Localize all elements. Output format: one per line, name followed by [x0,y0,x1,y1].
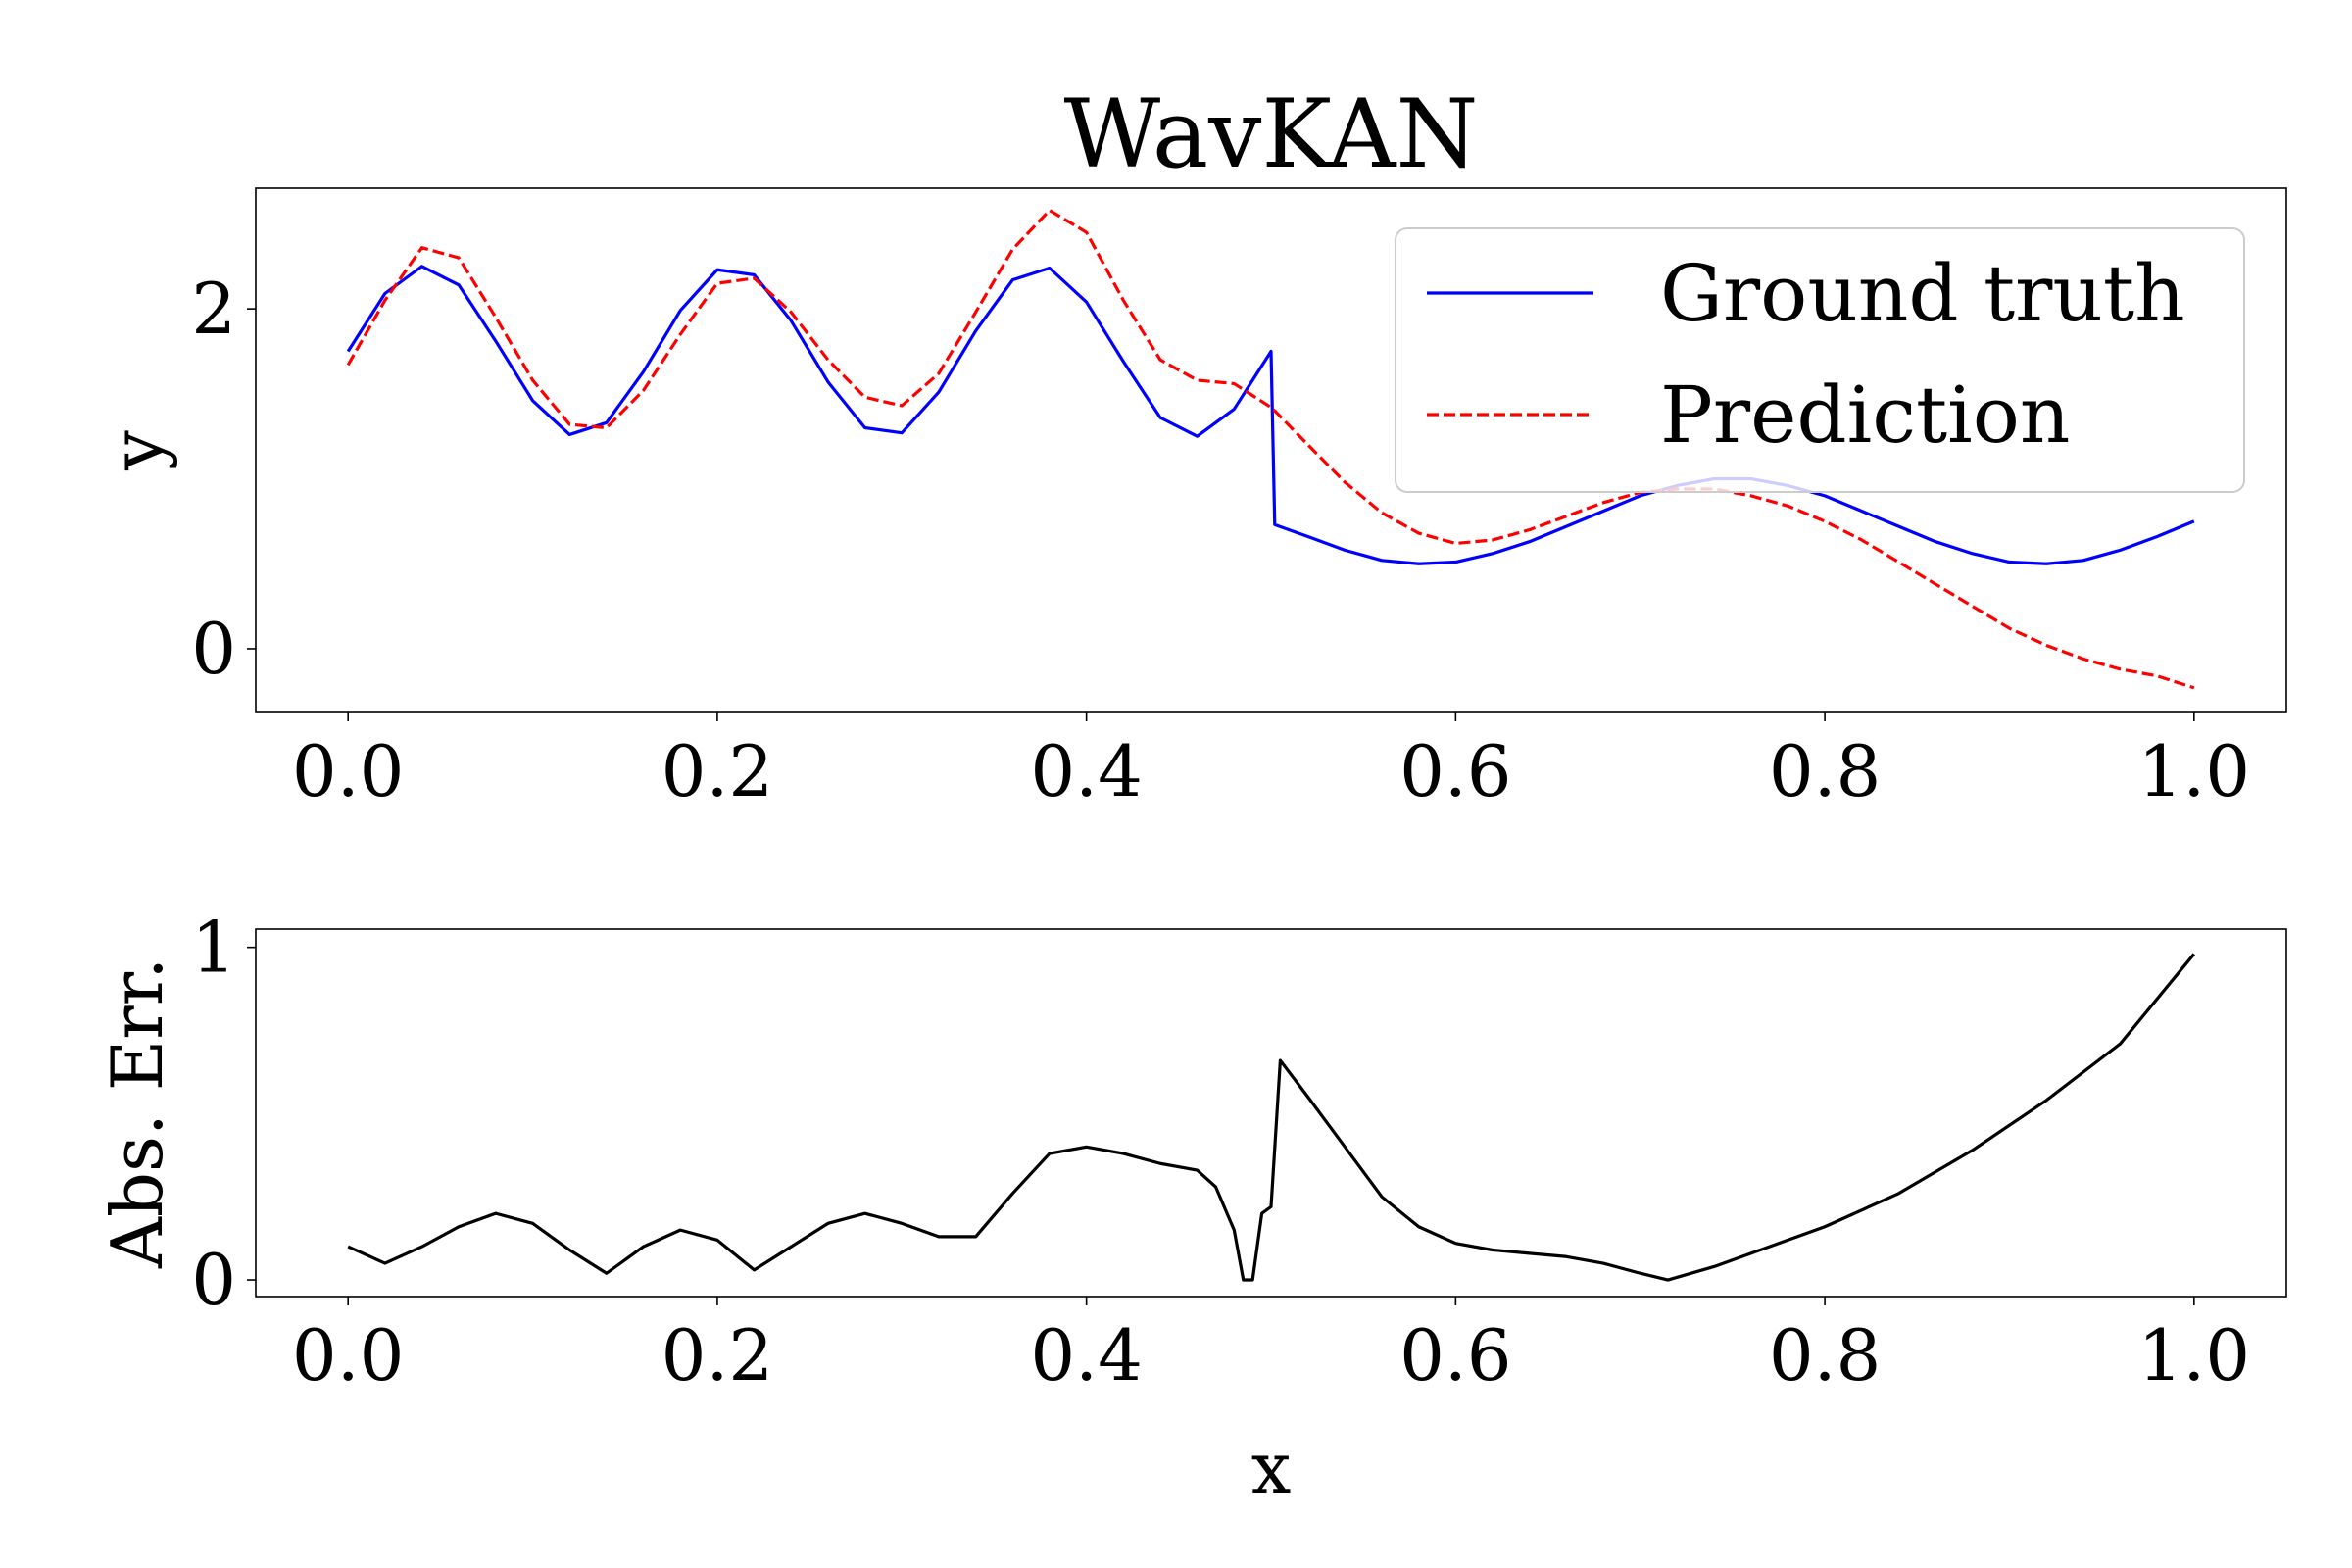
x-tick-label: 0.4 [1030,1314,1143,1396]
x-tick-label: 0.8 [1769,730,1882,812]
y-tick-label: 1 [191,906,236,989]
x-tick-label: 0.8 [1769,1314,1882,1396]
x-axis-label: x [1251,1427,1292,1509]
y-tick-label: 0 [191,1239,236,1321]
y-tick-label: 0 [191,608,236,690]
y-axis-label: y [96,430,178,471]
x-tick-label: 0.6 [1399,1314,1512,1396]
x-tick-label: 0.2 [662,1314,774,1396]
axes-frame [255,187,2287,713]
x-tick-label: 0.6 [1399,730,1512,812]
data-line [346,265,2195,565]
y-axis-label: Abs. Err. [96,957,178,1269]
legend-label: Ground truth [1660,248,2185,339]
x-tick-label: 1.0 [2138,730,2251,812]
data-line [346,208,2195,690]
legend-box [1395,227,2245,493]
y-tick-label: 2 [191,268,236,350]
x-tick-label: 0.2 [662,730,774,812]
x-tick-label: 0.0 [292,730,405,812]
data-line [347,953,2196,1282]
x-tick-label: 1.0 [2138,1314,2251,1396]
x-tick-label: 0.0 [292,1314,405,1396]
axes-frame [255,928,2287,1298]
x-tick-label: 0.4 [1030,730,1143,812]
legend-label: Prediction [1660,369,2070,461]
chart-title: WavKAN [1064,79,1479,189]
